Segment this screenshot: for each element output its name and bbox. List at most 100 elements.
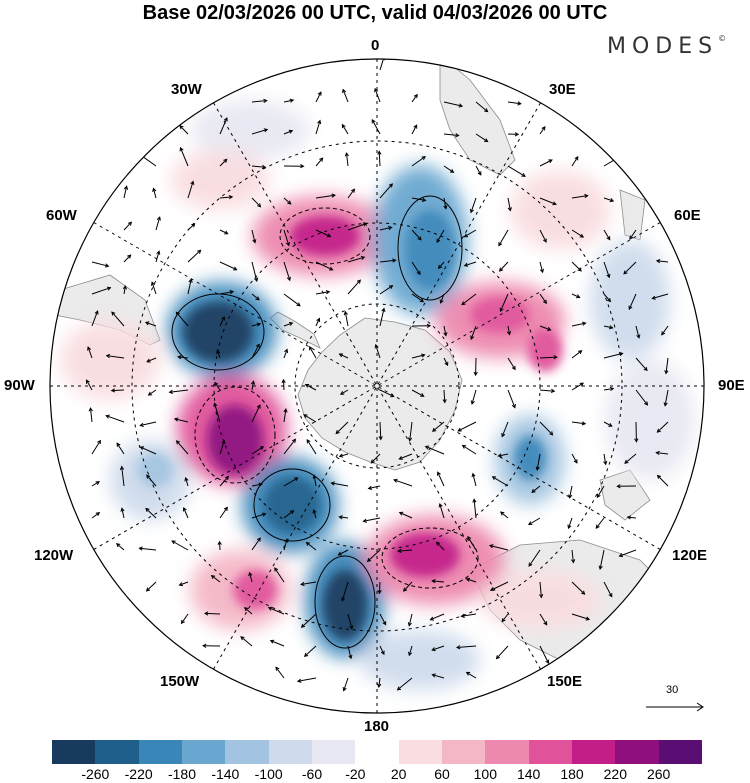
wind-arrow-head xyxy=(449,168,455,173)
wind-arrow-head xyxy=(179,146,184,152)
wind-arrow xyxy=(111,311,125,327)
wind-arrow-head xyxy=(111,311,116,316)
wind-arrow-head xyxy=(283,408,288,413)
wind-arrow xyxy=(456,645,477,648)
wind-arrow-head xyxy=(250,380,256,385)
wind-arrow xyxy=(443,197,447,209)
wind-arrow-head xyxy=(317,119,322,125)
wind-arrow-head xyxy=(549,431,554,436)
wind-arrow-head xyxy=(248,571,253,577)
wind-arrow-head xyxy=(581,590,586,595)
wind-arrow xyxy=(251,381,254,391)
wind-arrow-head xyxy=(609,386,615,391)
wind-arrow xyxy=(397,677,413,691)
wind-arrow-head xyxy=(643,366,648,372)
wind-arrow-head xyxy=(342,88,347,94)
wind-arrow xyxy=(341,581,349,601)
wind-arrow-head xyxy=(435,541,441,546)
wind-arrow xyxy=(187,279,192,295)
wind-arrow-head xyxy=(351,188,355,193)
wind-arrow xyxy=(657,421,669,433)
wind-arrow xyxy=(251,293,260,301)
wind-arrow xyxy=(214,382,221,391)
wind-arrow-head xyxy=(603,460,608,466)
wind-arrow xyxy=(443,389,446,403)
wind-arrow-head xyxy=(661,331,666,336)
wind-arrow-head xyxy=(431,579,436,584)
wind-arrow xyxy=(379,59,385,71)
wind-arrow-head xyxy=(296,678,302,683)
wind-arrow-head xyxy=(634,438,639,443)
modes-logo: MODES© xyxy=(607,34,726,59)
wind-arrow xyxy=(116,443,125,455)
wind-arrow-head xyxy=(312,474,317,479)
wind-arrow xyxy=(635,325,640,339)
wind-arrow-head xyxy=(240,636,245,641)
wind-arrow-head xyxy=(144,321,150,326)
colorbar-segment xyxy=(268,740,312,764)
wind-arrow xyxy=(378,677,381,688)
wind-arrow xyxy=(492,476,509,487)
wind-arrow xyxy=(425,445,445,455)
wind-arrow xyxy=(347,613,353,629)
wind-arrow-head xyxy=(443,205,448,210)
wind-arrow-head xyxy=(138,546,143,551)
wind-arrow xyxy=(635,357,648,371)
wind-arrow-head xyxy=(609,325,614,330)
wind-arrow-head xyxy=(228,195,234,200)
wind-arrow-head xyxy=(110,388,116,393)
wind-arrow-head xyxy=(304,384,310,388)
wind-arrow xyxy=(283,229,290,246)
wind-arrow-head xyxy=(330,481,335,486)
wind-arrow xyxy=(539,581,542,598)
wind-arrow-head xyxy=(417,236,422,241)
wind-arrow xyxy=(411,229,422,241)
wind-arrow-head xyxy=(309,346,313,351)
wind-arrow-head xyxy=(552,201,557,206)
wind-arrow-head xyxy=(269,639,275,644)
wind-arrow-head xyxy=(455,133,460,138)
wind-arrow xyxy=(399,512,413,519)
wind-arrow-head xyxy=(284,348,289,354)
wind-arrow xyxy=(219,316,225,327)
lon-label-0: 0 xyxy=(371,37,380,54)
colorbar-tick-label: 220 xyxy=(603,766,628,782)
wind-arrow xyxy=(146,357,157,363)
wind-arrow-head xyxy=(664,370,669,375)
wind-arrow xyxy=(347,223,367,231)
wind-arrow xyxy=(309,346,317,359)
new-zealand xyxy=(599,469,651,521)
wind-arrow-head xyxy=(312,509,317,514)
wind-arrow xyxy=(603,388,614,391)
wind-arrow-head xyxy=(145,507,150,512)
wind-arrow-head xyxy=(477,171,482,176)
colorbar-segment xyxy=(181,740,226,764)
wind-arrow xyxy=(571,453,578,464)
wind-arrow xyxy=(635,389,648,406)
wind-arrow xyxy=(603,261,610,278)
wind-arrow xyxy=(595,517,605,529)
wind-arrow xyxy=(185,477,189,487)
logo-text: MODES xyxy=(607,34,719,59)
wind-arrow-head xyxy=(542,299,547,305)
wind-arrow xyxy=(315,261,333,271)
wind-arrow xyxy=(283,197,292,205)
wind-arrow xyxy=(603,325,613,329)
wind-arrow xyxy=(409,421,413,441)
wind-arrow-head xyxy=(289,510,295,515)
wind-arrow-head xyxy=(156,216,161,221)
colorbar-segment xyxy=(355,740,399,764)
wind-arrow xyxy=(91,261,109,267)
wind-scale-value: 30 xyxy=(666,684,679,696)
lon-label-180: 180 xyxy=(364,718,390,735)
wind-arrow xyxy=(443,133,459,136)
wind-arrow-head xyxy=(177,355,182,360)
wind-arrow-head xyxy=(548,159,553,164)
wind-arrow xyxy=(347,279,361,295)
wind-arrow-head xyxy=(151,281,156,286)
wind-arrow xyxy=(664,389,669,406)
wind-arrow-head xyxy=(623,270,628,275)
wind-arrow-head xyxy=(256,537,261,542)
wind-arrow-head xyxy=(316,317,321,323)
lon-label-120w: 120W xyxy=(34,547,74,564)
